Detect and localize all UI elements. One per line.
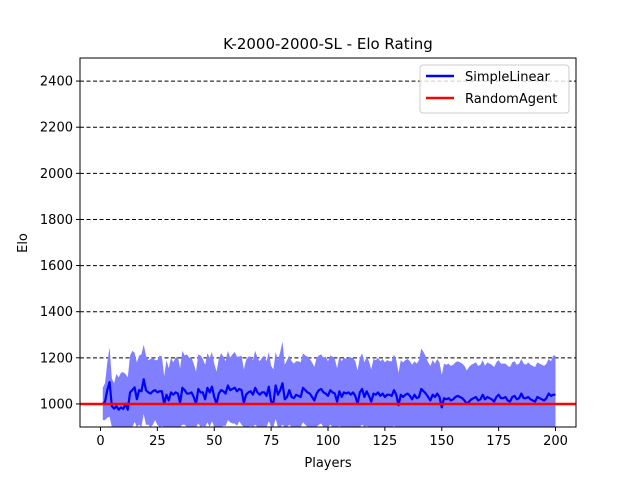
- x-tick-label-200: 200: [543, 434, 568, 449]
- y-axis-ticks: 1000 1200 1400 1600 1800 2000 2200 2400: [40, 75, 80, 412]
- y-tick-label-2200: 2200: [40, 121, 73, 136]
- y-axis-label: Elo: [16, 233, 31, 253]
- y-tick-label-1600: 1600: [40, 259, 73, 274]
- series-line-simplelinear: [101, 378, 556, 411]
- x-axis-ticks: 0 25 50 75 100 125 150 175 200: [96, 427, 568, 449]
- x-tick-label-125: 125: [372, 434, 397, 449]
- y-tick-label-1000: 1000: [40, 397, 73, 412]
- x-tick-label-50: 50: [206, 434, 223, 449]
- x-tick-label-100: 100: [316, 434, 341, 449]
- series-layer: [80, 378, 576, 411]
- y-tick-label-2400: 2400: [40, 75, 73, 90]
- x-tick-label-75: 75: [263, 434, 280, 449]
- legend-label-randomagent: RandomAgent: [465, 92, 557, 107]
- y-tick-label-1400: 1400: [40, 305, 73, 320]
- x-tick-label-25: 25: [149, 434, 166, 449]
- y-tick-label-1800: 1800: [40, 213, 73, 228]
- legend: SimpleLinear RandomAgent: [419, 64, 570, 114]
- legend-label-simplelinear: SimpleLinear: [465, 70, 550, 85]
- y-tick-label-1200: 1200: [40, 351, 73, 366]
- y-tick-label-2000: 2000: [40, 167, 73, 182]
- chart-title: K-2000-2000-SL - Elo Rating: [223, 35, 433, 53]
- x-tick-label-150: 150: [429, 434, 454, 449]
- x-axis-label: Players: [304, 456, 351, 471]
- legend-box: [419, 64, 570, 114]
- x-tick-label-175: 175: [486, 434, 511, 449]
- x-tick-label-0: 0: [96, 434, 104, 449]
